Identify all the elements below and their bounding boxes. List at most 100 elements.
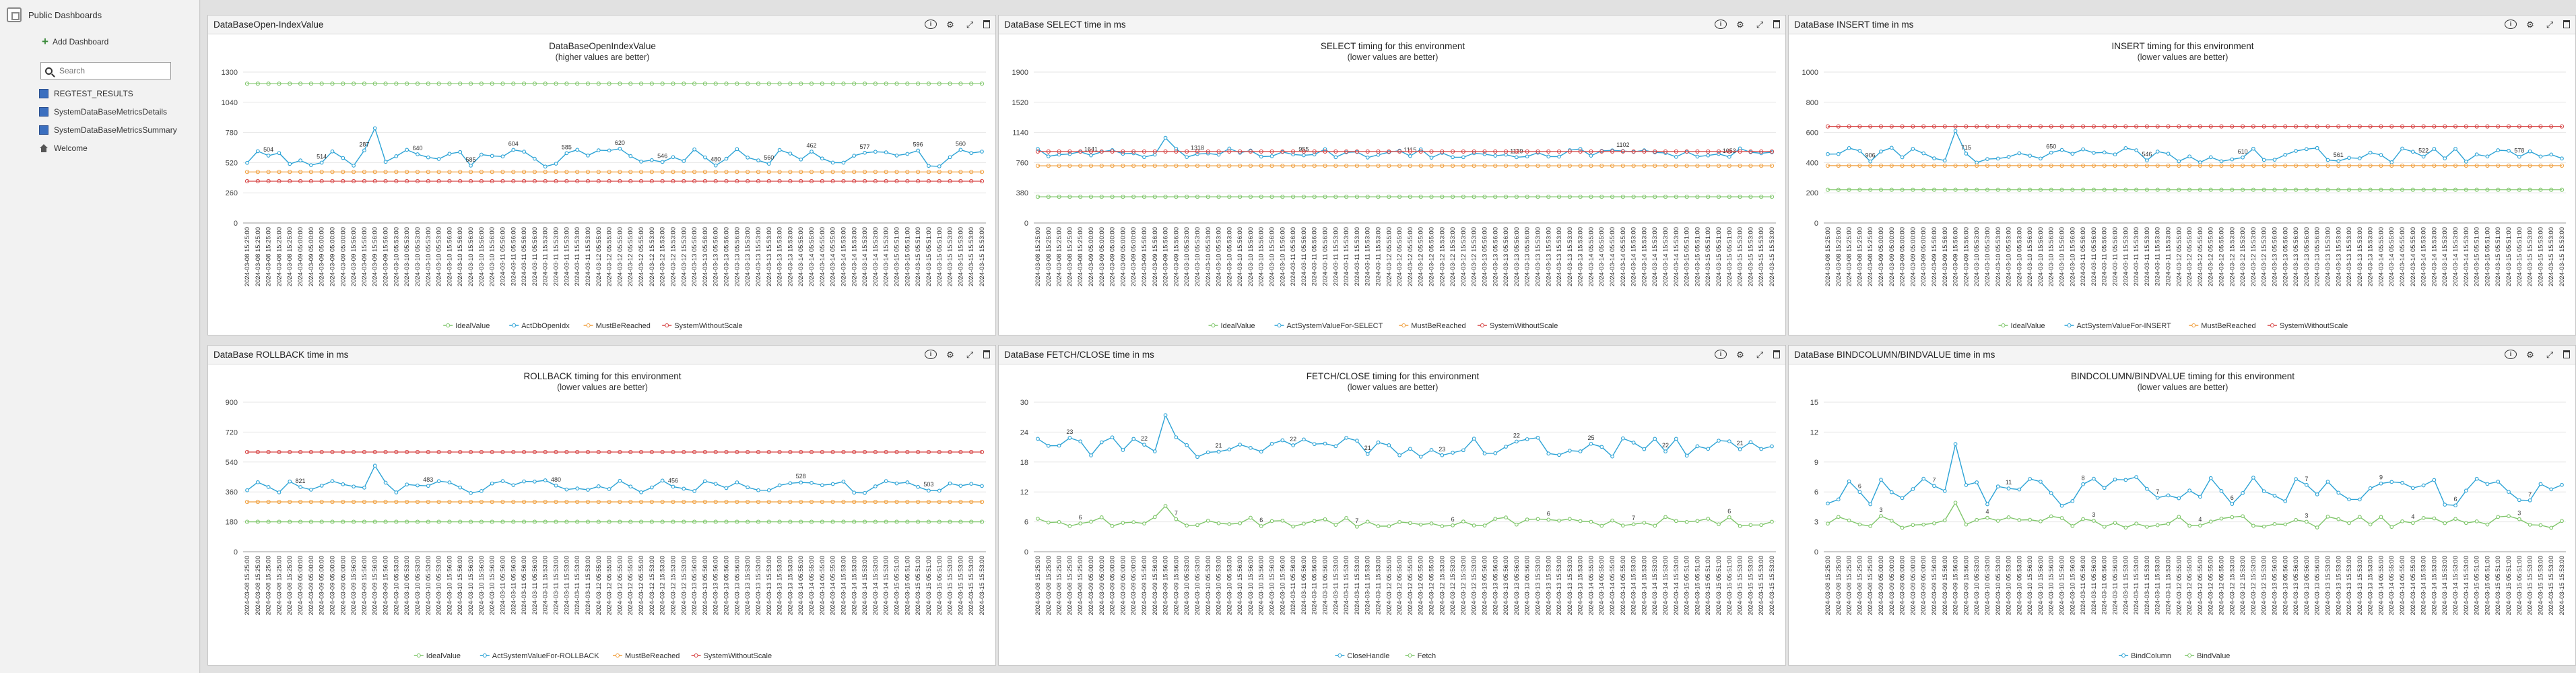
expand-icon[interactable]: ⤢ bbox=[966, 349, 974, 360]
data-point bbox=[2070, 124, 2075, 129]
data-point bbox=[1036, 437, 1040, 441]
data-point bbox=[2113, 187, 2117, 192]
x-tick-label: 2024-03-10 15:56:00 bbox=[1236, 556, 1244, 615]
data-point bbox=[1227, 447, 1232, 452]
legend-item[interactable]: BindValue bbox=[2185, 652, 2230, 660]
legend-item[interactable]: MustBeReached bbox=[1399, 322, 1466, 330]
expand-icon[interactable]: ⤢ bbox=[2546, 349, 2554, 360]
sidebar-item-welcome[interactable]: Welcome bbox=[39, 139, 177, 157]
gear-icon[interactable]: ⚙ bbox=[946, 349, 954, 360]
data-point bbox=[1238, 521, 1242, 525]
trash-icon[interactable] bbox=[1773, 20, 1780, 28]
x-tick-label: 2024-03-11 15:53:00 bbox=[2165, 227, 2173, 286]
gear-icon[interactable]: ⚙ bbox=[2526, 19, 2534, 30]
legend-item[interactable]: ActSystemValueFor-INSERT bbox=[2064, 322, 2171, 330]
y-tick-label: 0 bbox=[234, 220, 238, 228]
info-icon[interactable]: i bbox=[2505, 19, 2517, 29]
x-tick-label: 2024-03-13 15:53:00 bbox=[2324, 227, 2332, 286]
info-icon[interactable]: i bbox=[925, 349, 937, 359]
gear-icon[interactable]: ⚙ bbox=[2526, 349, 2534, 360]
data-point bbox=[809, 499, 814, 505]
x-tick-label: 2024-03-13 15:53:00 bbox=[1556, 556, 1563, 615]
trash-icon[interactable] bbox=[2563, 20, 2570, 28]
sidebar-item-regtest-results[interactable]: REGTEST_RESULTS bbox=[39, 84, 177, 102]
data-point bbox=[2517, 517, 2521, 521]
search-input[interactable] bbox=[59, 66, 160, 75]
data-point bbox=[682, 499, 686, 505]
info-icon[interactable]: i bbox=[1715, 349, 1727, 359]
data-point bbox=[2006, 124, 2011, 129]
data-point bbox=[1535, 194, 1540, 199]
data-point bbox=[352, 499, 356, 505]
data-label: 604 bbox=[508, 141, 519, 148]
legend-item[interactable]: CloseHandle bbox=[1335, 652, 1389, 660]
x-tick-label: 2024-03-10 15:56:00 bbox=[446, 556, 453, 615]
data-point bbox=[2315, 187, 2319, 192]
expand-icon[interactable]: ⤢ bbox=[966, 19, 974, 30]
expand-icon[interactable]: ⤢ bbox=[1756, 19, 1764, 30]
data-point bbox=[2432, 187, 2437, 192]
data-point bbox=[532, 179, 537, 184]
info-icon[interactable]: i bbox=[925, 19, 937, 29]
trash-icon[interactable] bbox=[1773, 350, 1780, 358]
data-point bbox=[2410, 150, 2415, 154]
data-point bbox=[1387, 149, 1391, 154]
data-point bbox=[1461, 519, 1465, 523]
data-point bbox=[511, 449, 516, 455]
add-dashboard-button[interactable]: + Add Dashboard bbox=[42, 35, 108, 49]
data-point bbox=[2421, 154, 2426, 159]
legend-item[interactable]: IdealValue bbox=[443, 322, 490, 330]
sidebar-header[interactable]: Public Dashboards bbox=[7, 6, 102, 24]
sidebar-item-metrics-details[interactable]: SystemDataBaseMetricsDetails bbox=[39, 102, 177, 121]
legend-item[interactable]: BindColumn bbox=[2119, 652, 2171, 660]
legend-item[interactable]: MustBeReached bbox=[583, 322, 651, 330]
legend-item[interactable]: ActDbOpenIdx bbox=[509, 322, 570, 330]
data-point bbox=[607, 82, 612, 86]
x-tick-label: 2024-03-14 15:53:00 bbox=[2463, 556, 2470, 615]
info-icon[interactable]: i bbox=[2505, 349, 2517, 359]
gear-icon[interactable]: ⚙ bbox=[1736, 349, 1744, 360]
data-point bbox=[2039, 156, 2043, 161]
legend-item[interactable]: MustBeReached bbox=[613, 652, 680, 660]
x-tick-label: 2024-03-13 05:56:00 bbox=[2271, 227, 2278, 286]
legend-item[interactable]: IdealValue bbox=[414, 652, 461, 660]
gear-icon[interactable]: ⚙ bbox=[1736, 19, 1744, 30]
data-point bbox=[341, 179, 345, 184]
trash-icon[interactable] bbox=[983, 350, 990, 358]
expand-icon[interactable]: ⤢ bbox=[1756, 349, 1764, 360]
data-point bbox=[1836, 187, 1841, 192]
legend-item[interactable]: SystemWithoutScale bbox=[1477, 322, 1558, 330]
data-point bbox=[810, 480, 814, 485]
x-tick-label: 2024-03-09 05:00:00 bbox=[297, 227, 304, 286]
data-point bbox=[724, 170, 729, 174]
legend-item[interactable]: ActSystemValueFor-SELECT bbox=[1274, 322, 1383, 330]
info-icon[interactable]: i bbox=[1715, 19, 1727, 29]
legend-item[interactable]: SystemWithoutScale bbox=[2267, 322, 2348, 330]
sidebar-item-metrics-summary[interactable]: SystemDataBaseMetricsSummary bbox=[39, 121, 177, 139]
gear-icon[interactable]: ⚙ bbox=[946, 19, 954, 30]
legend-item[interactable]: SystemWithoutScale bbox=[662, 322, 743, 330]
expand-icon[interactable]: ⤢ bbox=[2546, 19, 2554, 30]
x-tick-label: 2024-03-14 15:53:00 bbox=[872, 227, 880, 286]
legend-item[interactable]: ActSystemValueFor-ROLLBACK bbox=[480, 652, 599, 660]
data-point bbox=[1932, 521, 1936, 525]
legend-item[interactable]: IdealValue bbox=[1998, 322, 2045, 330]
legend-item[interactable]: SystemWithoutScale bbox=[691, 652, 772, 660]
data-point bbox=[2198, 160, 2202, 164]
data-point bbox=[2358, 515, 2362, 519]
legend-item[interactable]: IdealValue bbox=[1208, 322, 1255, 330]
data-point bbox=[1684, 519, 1689, 524]
data-point bbox=[1344, 515, 1348, 520]
data-point bbox=[245, 488, 249, 492]
data-point bbox=[2368, 187, 2373, 192]
data-point bbox=[479, 170, 484, 174]
trash-icon[interactable] bbox=[983, 20, 990, 28]
data-point bbox=[1975, 124, 1979, 129]
data-point bbox=[2144, 124, 2150, 129]
legend-item[interactable]: MustBeReached bbox=[2189, 322, 2256, 330]
x-tick-label: 2024-03-10 15:56:00 bbox=[446, 227, 453, 286]
data-point bbox=[1174, 435, 1179, 440]
trash-icon[interactable] bbox=[2563, 350, 2570, 358]
data-point bbox=[426, 82, 430, 86]
legend-item[interactable]: Fetch bbox=[1405, 652, 1436, 660]
